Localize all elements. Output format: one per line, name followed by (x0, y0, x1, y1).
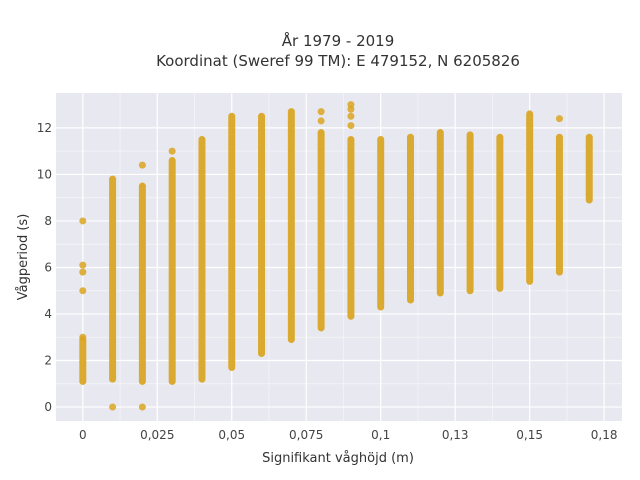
data-column (555, 115, 563, 276)
data-point (79, 287, 87, 295)
data-point (168, 147, 176, 155)
data-points (79, 101, 593, 411)
data-point (79, 268, 87, 276)
x-tick-label: 0 (79, 428, 87, 442)
y-tick-label: 12 (37, 121, 52, 135)
y-tick-label: 2 (44, 354, 52, 368)
chart-title-line-1: År 1979 - 2019 (282, 31, 395, 50)
data-point (347, 112, 355, 120)
x-tick-label: 0,075 (289, 428, 323, 442)
data-column (347, 101, 355, 320)
data-column (317, 108, 325, 332)
data-point (317, 108, 325, 116)
data-point (347, 122, 355, 130)
data-column (168, 147, 176, 385)
data-point (79, 333, 87, 341)
data-column (79, 217, 87, 385)
x-tick-label: 0,1 (371, 428, 390, 442)
y-tick-label: 0 (44, 400, 52, 414)
data-point (109, 403, 117, 411)
y-tick-label: 8 (44, 214, 52, 228)
x-axis-label: Signifikant våghöjd (m) (262, 451, 414, 466)
x-tick-label: 0,025 (140, 428, 174, 442)
data-point (138, 161, 146, 169)
data-column (109, 175, 117, 411)
y-axis-ticks: 0 2 4 6 8 10 12 (37, 121, 52, 414)
x-tick-label: 0,15 (516, 428, 543, 442)
x-axis-ticks: 0 0,025 0,05 0,075 0,1 0,13 0,15 0,18 (79, 428, 617, 442)
data-point (79, 261, 87, 269)
data-point (79, 217, 87, 225)
data-column (138, 161, 146, 411)
data-point (317, 117, 325, 125)
data-point (555, 115, 563, 123)
data-point (138, 403, 146, 411)
x-tick-label: 0,18 (591, 428, 618, 442)
y-tick-label: 6 (44, 260, 52, 274)
x-tick-label: 0,13 (442, 428, 469, 442)
chart-title-line-2: Koordinat (Sweref 99 TM): E 479152, N 62… (156, 52, 520, 70)
data-point (347, 101, 355, 109)
y-tick-label: 10 (37, 167, 52, 181)
x-tick-label: 0,05 (218, 428, 245, 442)
y-tick-label: 4 (44, 307, 52, 321)
y-axis-label: Vågperiod (s) (16, 214, 31, 301)
